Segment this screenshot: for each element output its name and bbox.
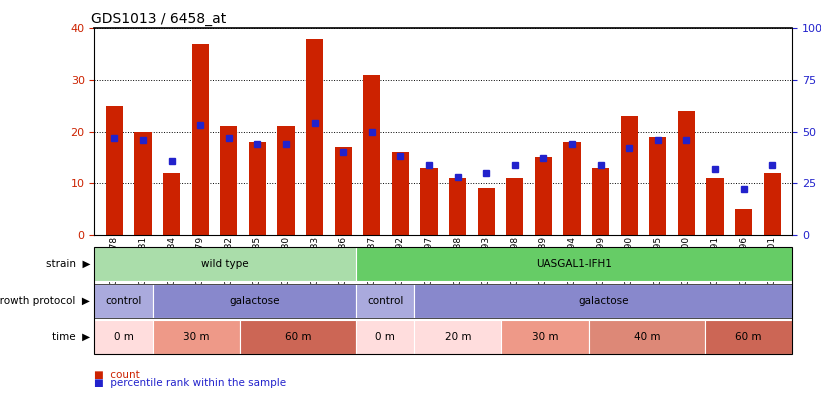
Bar (478, 188, 495, 235)
Bar (735, 209, 752, 235)
Bar (135, 132, 152, 235)
Bar (106, 106, 123, 235)
Text: 60 m: 60 m (736, 332, 762, 342)
Bar (649, 137, 667, 235)
Text: time  ▶: time ▶ (53, 332, 90, 342)
Text: GDS1013 / 6458_at: GDS1013 / 6458_at (91, 12, 226, 26)
Bar (335, 147, 352, 235)
Text: ■  percentile rank within the sample: ■ percentile rank within the sample (94, 378, 287, 388)
Bar (420, 168, 438, 235)
Bar (534, 158, 552, 235)
Text: 30 m: 30 m (532, 332, 558, 342)
Bar (764, 173, 781, 235)
Bar (220, 126, 237, 235)
Bar (363, 75, 380, 235)
Text: control: control (105, 296, 142, 306)
Bar (678, 111, 695, 235)
Bar (592, 168, 609, 235)
Text: 60 m: 60 m (285, 332, 311, 342)
Bar (507, 178, 524, 235)
Text: ■  count: ■ count (94, 371, 140, 380)
Bar (277, 126, 295, 235)
Bar (306, 39, 323, 235)
Bar (191, 44, 209, 235)
Bar (392, 152, 409, 235)
Text: UASGAL1-IFH1: UASGAL1-IFH1 (536, 259, 612, 269)
Text: control: control (367, 296, 403, 306)
Text: strain  ▶: strain ▶ (46, 259, 90, 269)
Bar (706, 178, 723, 235)
Text: galactose: galactose (229, 296, 280, 306)
Bar (449, 178, 466, 235)
Bar (163, 173, 181, 235)
Text: 30 m: 30 m (183, 332, 209, 342)
Text: wild type: wild type (201, 259, 249, 269)
Text: growth protocol  ▶: growth protocol ▶ (0, 296, 90, 306)
Bar (249, 142, 266, 235)
Text: 0 m: 0 m (113, 332, 134, 342)
Bar (621, 116, 638, 235)
Text: 20 m: 20 m (445, 332, 471, 342)
Text: 40 m: 40 m (634, 332, 660, 342)
Text: galactose: galactose (578, 296, 629, 306)
Text: 0 m: 0 m (375, 332, 395, 342)
Bar (563, 142, 580, 235)
